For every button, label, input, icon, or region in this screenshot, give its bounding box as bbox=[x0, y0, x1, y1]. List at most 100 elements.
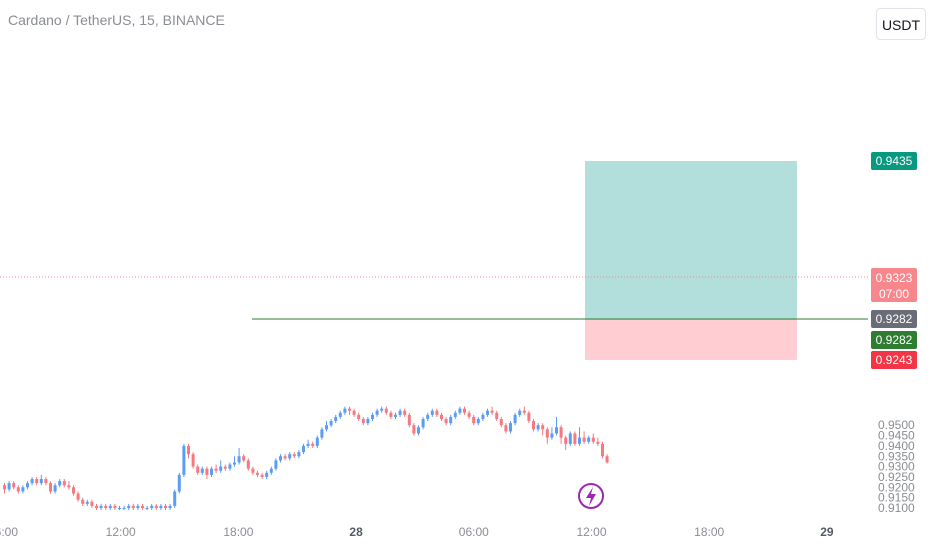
y-tick-label: 0.9250 bbox=[878, 470, 915, 484]
candle-body bbox=[223, 466, 227, 469]
candle-body bbox=[518, 410, 522, 415]
candle bbox=[251, 466, 255, 475]
candle-body bbox=[90, 501, 94, 506]
candle bbox=[463, 406, 466, 415]
candle-body bbox=[26, 483, 29, 488]
candle bbox=[182, 443, 186, 477]
y-tick-label: 0.9300 bbox=[878, 460, 915, 474]
candle bbox=[76, 491, 80, 502]
candle bbox=[380, 406, 384, 413]
candle bbox=[72, 485, 75, 496]
candle bbox=[306, 439, 310, 448]
x-tick-label: 06:00 bbox=[459, 525, 489, 539]
candle bbox=[297, 450, 301, 459]
candle-body bbox=[104, 505, 108, 508]
candle bbox=[458, 406, 462, 415]
candle-body bbox=[205, 468, 209, 475]
candle bbox=[131, 503, 135, 511]
candle bbox=[564, 435, 568, 451]
candle-body bbox=[467, 412, 471, 417]
candle bbox=[389, 410, 393, 419]
y-tick-label: 0.9400 bbox=[878, 439, 915, 453]
candle-body bbox=[16, 487, 20, 492]
x-axis[interactable]: 06:00 12:00 18:00 28 06:00 12:00 18:00 29 bbox=[0, 525, 834, 539]
candle-body bbox=[214, 468, 218, 471]
candle-body bbox=[219, 466, 223, 471]
candle-body bbox=[591, 437, 595, 442]
candle-body bbox=[62, 481, 66, 486]
candle-body bbox=[164, 505, 167, 508]
target-zone[interactable] bbox=[585, 161, 797, 320]
candle-body bbox=[177, 474, 181, 492]
candle-body bbox=[154, 505, 158, 508]
candle bbox=[467, 410, 471, 419]
candle-body bbox=[559, 427, 563, 438]
candle-body bbox=[357, 414, 361, 419]
candle bbox=[104, 503, 108, 511]
candle-body bbox=[44, 479, 48, 484]
candle-body bbox=[394, 414, 397, 417]
target-price-tag: 0.9435 bbox=[871, 152, 917, 170]
candle-body bbox=[187, 445, 190, 455]
candle bbox=[242, 454, 246, 463]
candle bbox=[435, 408, 439, 417]
candle bbox=[532, 418, 535, 432]
candle bbox=[191, 452, 195, 469]
candle-body bbox=[99, 505, 103, 508]
candle bbox=[108, 503, 112, 511]
candle bbox=[407, 412, 411, 428]
candle bbox=[343, 406, 347, 415]
candle-body bbox=[288, 454, 292, 459]
candle bbox=[246, 458, 250, 471]
candle bbox=[173, 489, 177, 508]
y-axis[interactable]: 0.91000.91500.92000.92500.93000.93500.94… bbox=[878, 418, 915, 515]
candle-body bbox=[127, 505, 131, 508]
candle-body bbox=[338, 412, 342, 417]
candle bbox=[490, 406, 494, 415]
candle-body bbox=[596, 441, 600, 444]
candle bbox=[384, 406, 388, 415]
candle-body bbox=[260, 474, 264, 477]
candle-body bbox=[334, 416, 338, 422]
candle-body bbox=[426, 414, 430, 419]
candle-body bbox=[444, 418, 448, 424]
currency-button[interactable]: USDT bbox=[876, 8, 926, 40]
candle bbox=[90, 499, 94, 508]
candle-body bbox=[348, 408, 351, 411]
candle bbox=[499, 416, 503, 428]
candle bbox=[325, 421, 328, 432]
candle-body bbox=[58, 481, 62, 486]
candle bbox=[527, 410, 531, 424]
candle bbox=[7, 481, 11, 492]
candle bbox=[127, 503, 131, 511]
y-tick-label: 0.9200 bbox=[878, 480, 915, 494]
candle-body bbox=[265, 472, 269, 477]
candle-body bbox=[35, 479, 39, 484]
candle-body bbox=[72, 487, 75, 494]
candle bbox=[154, 503, 158, 511]
candle-body bbox=[504, 425, 508, 432]
candle-body bbox=[476, 418, 480, 424]
candle bbox=[269, 466, 273, 475]
candle bbox=[518, 408, 522, 417]
position-zones-layer bbox=[585, 161, 797, 360]
symbol-title: Cardano / TetherUS, 15, BINANCE bbox=[8, 12, 225, 28]
candle bbox=[591, 433, 595, 444]
lightning-icon[interactable] bbox=[578, 483, 604, 509]
candle-body bbox=[513, 414, 517, 424]
stop-zone[interactable] bbox=[585, 320, 797, 360]
candle bbox=[168, 503, 172, 511]
candle bbox=[99, 503, 103, 511]
candle bbox=[559, 425, 563, 444]
candle-body bbox=[228, 464, 232, 469]
candle-body bbox=[256, 472, 259, 475]
candle bbox=[472, 414, 476, 426]
candle-body bbox=[159, 505, 163, 508]
candle bbox=[545, 427, 549, 444]
candle bbox=[550, 427, 554, 440]
candle bbox=[265, 470, 269, 480]
candle bbox=[536, 423, 540, 432]
candle-body bbox=[449, 416, 453, 424]
candle bbox=[3, 483, 6, 494]
